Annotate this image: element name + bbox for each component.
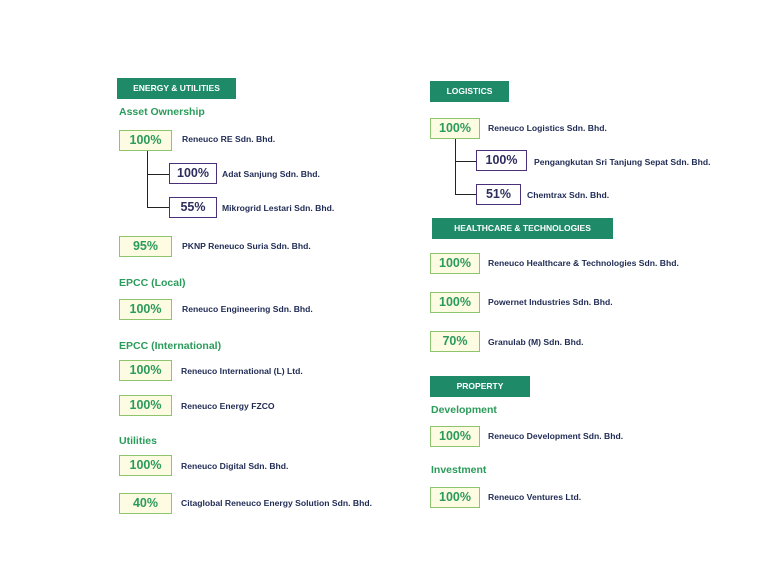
connector-line: [455, 161, 476, 162]
ownership-pct-box: 100%: [119, 395, 172, 416]
ownership-pct-box: 100%: [430, 487, 480, 508]
healthcare-technologies-header: HEALTHCARE & TECHNOLOGIES: [432, 218, 613, 239]
subsidiary-pct-box: 100%: [169, 163, 217, 184]
connector-line: [147, 151, 148, 208]
utilities-label: Utilities: [119, 435, 157, 447]
property-header: PROPERTY: [430, 376, 530, 397]
company-name: Reneuco Logistics Sdn. Bhd.: [488, 123, 607, 133]
company-name: Citaglobal Reneuco Energy Solution Sdn. …: [181, 498, 372, 508]
energy-utilities-header: ENERGY & UTILITIES: [117, 78, 236, 99]
ownership-pct-box: 100%: [119, 360, 172, 381]
company-name: Chemtrax Sdn. Bhd.: [527, 190, 610, 200]
ownership-pct-box: 100%: [119, 299, 172, 320]
ownership-pct-box: 100%: [430, 426, 480, 447]
company-name: Pengangkutan Sri Tanjung Sepat Sdn. Bhd.: [534, 157, 711, 167]
ownership-pct-box: 70%: [430, 331, 480, 352]
subsidiary-pct-box: 55%: [169, 197, 217, 218]
connector-line: [147, 207, 169, 208]
company-name: Powernet Industries Sdn. Bhd.: [488, 297, 613, 307]
company-name: Reneuco Engineering Sdn. Bhd.: [182, 304, 313, 314]
subsidiary-pct-box: 100%: [476, 150, 527, 171]
ownership-pct-box: 100%: [430, 292, 480, 313]
connector-line: [147, 174, 169, 175]
company-name: Adat Sanjung Sdn. Bhd.: [222, 169, 320, 179]
ownership-pct-box: 100%: [119, 455, 172, 476]
logistics-header: LOGISTICS: [430, 81, 509, 102]
development-label: Development: [431, 404, 497, 416]
company-name: Reneuco RE Sdn. Bhd.: [182, 134, 276, 144]
ownership-pct-box: 95%: [119, 236, 172, 257]
company-name: Reneuco Energy FZCO: [181, 401, 275, 411]
company-name: PKNP Reneuco Suria Sdn. Bhd.: [182, 241, 311, 251]
epcc-international-label: EPCC (International): [119, 340, 222, 352]
asset-ownership-label: Asset Ownership: [119, 106, 205, 118]
company-name: Reneuco Digital Sdn. Bhd.: [181, 461, 289, 471]
connector-line: [455, 194, 476, 195]
ownership-pct-box: 40%: [119, 493, 172, 514]
company-name: Reneuco Ventures Ltd.: [488, 492, 582, 502]
subsidiary-pct-box: 51%: [476, 184, 521, 205]
investment-label: Investment: [431, 464, 487, 476]
ownership-pct-box: 100%: [430, 253, 480, 274]
epcc-local-label: EPCC (Local): [119, 277, 186, 289]
company-name: Reneuco Healthcare & Technologies Sdn. B…: [488, 258, 679, 268]
connector-line: [455, 139, 456, 195]
company-name: Granulab (M) Sdn. Bhd.: [488, 337, 584, 347]
company-name: Reneuco International (L) Ltd.: [181, 366, 303, 376]
company-name: Mikrogrid Lestari Sdn. Bhd.: [222, 203, 335, 213]
ownership-pct-box: 100%: [119, 130, 172, 151]
company-name: Reneuco Development Sdn. Bhd.: [488, 431, 624, 441]
ownership-pct-box: 100%: [430, 118, 480, 139]
